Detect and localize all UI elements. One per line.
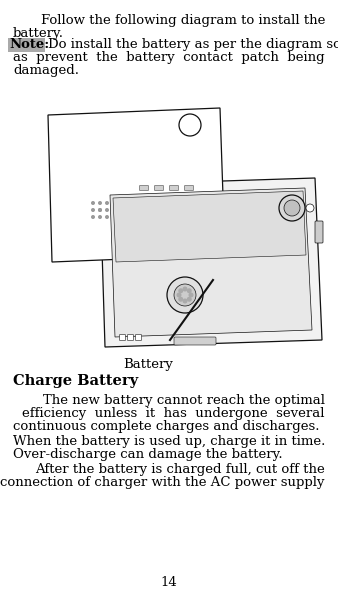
Circle shape	[178, 297, 183, 302]
Text: connection of charger with the AC power supply: connection of charger with the AC power …	[0, 476, 325, 489]
Circle shape	[306, 204, 314, 212]
Circle shape	[91, 201, 95, 205]
Circle shape	[91, 208, 95, 212]
Circle shape	[183, 287, 188, 291]
FancyBboxPatch shape	[136, 335, 142, 340]
FancyBboxPatch shape	[8, 38, 45, 52]
Text: Note:: Note:	[9, 38, 49, 51]
Polygon shape	[110, 188, 312, 337]
Circle shape	[183, 298, 188, 304]
Text: continuous complete charges and discharges.: continuous complete charges and discharg…	[13, 420, 319, 433]
FancyBboxPatch shape	[174, 337, 216, 345]
FancyBboxPatch shape	[127, 335, 134, 340]
Text: battery.: battery.	[13, 27, 64, 40]
FancyBboxPatch shape	[140, 186, 148, 190]
Polygon shape	[48, 108, 225, 262]
Circle shape	[179, 114, 201, 136]
Text: damaged.: damaged.	[13, 64, 79, 77]
Text: After the battery is charged full, cut off the: After the battery is charged full, cut o…	[35, 463, 325, 476]
Circle shape	[98, 208, 102, 212]
Circle shape	[187, 288, 192, 293]
Text: Over-discharge can damage the battery.: Over-discharge can damage the battery.	[13, 448, 283, 461]
FancyBboxPatch shape	[315, 221, 323, 243]
Circle shape	[91, 215, 95, 219]
Circle shape	[105, 208, 109, 212]
FancyBboxPatch shape	[185, 186, 193, 190]
Circle shape	[98, 201, 102, 205]
Circle shape	[178, 288, 183, 293]
Circle shape	[189, 293, 193, 297]
Polygon shape	[113, 191, 306, 262]
Circle shape	[174, 284, 196, 306]
Text: 14: 14	[161, 576, 177, 589]
Text: Battery: Battery	[123, 358, 173, 371]
FancyBboxPatch shape	[154, 186, 164, 190]
Text: Follow the following diagram to install the: Follow the following diagram to install …	[41, 14, 325, 27]
Polygon shape	[100, 178, 322, 347]
Circle shape	[284, 200, 300, 216]
FancyBboxPatch shape	[120, 335, 125, 340]
FancyBboxPatch shape	[169, 186, 178, 190]
Text: as  prevent  the  battery  contact  patch  being: as prevent the battery contact patch bei…	[14, 51, 325, 64]
Circle shape	[105, 215, 109, 219]
Text: efficiency  unless  it  has  undergone  several: efficiency unless it has undergone sever…	[23, 407, 325, 420]
Text: The new battery cannot reach the optimal: The new battery cannot reach the optimal	[43, 394, 325, 407]
Circle shape	[167, 277, 203, 313]
Circle shape	[105, 201, 109, 205]
Text: When the battery is used up, charge it in time.: When the battery is used up, charge it i…	[13, 435, 325, 448]
Text: Charge Battery: Charge Battery	[13, 374, 138, 388]
Circle shape	[176, 293, 182, 297]
Circle shape	[98, 215, 102, 219]
Circle shape	[187, 297, 192, 302]
Circle shape	[279, 195, 305, 221]
Circle shape	[98, 208, 102, 212]
Text: Do install the battery as per the diagram so: Do install the battery as per the diagra…	[48, 38, 338, 51]
